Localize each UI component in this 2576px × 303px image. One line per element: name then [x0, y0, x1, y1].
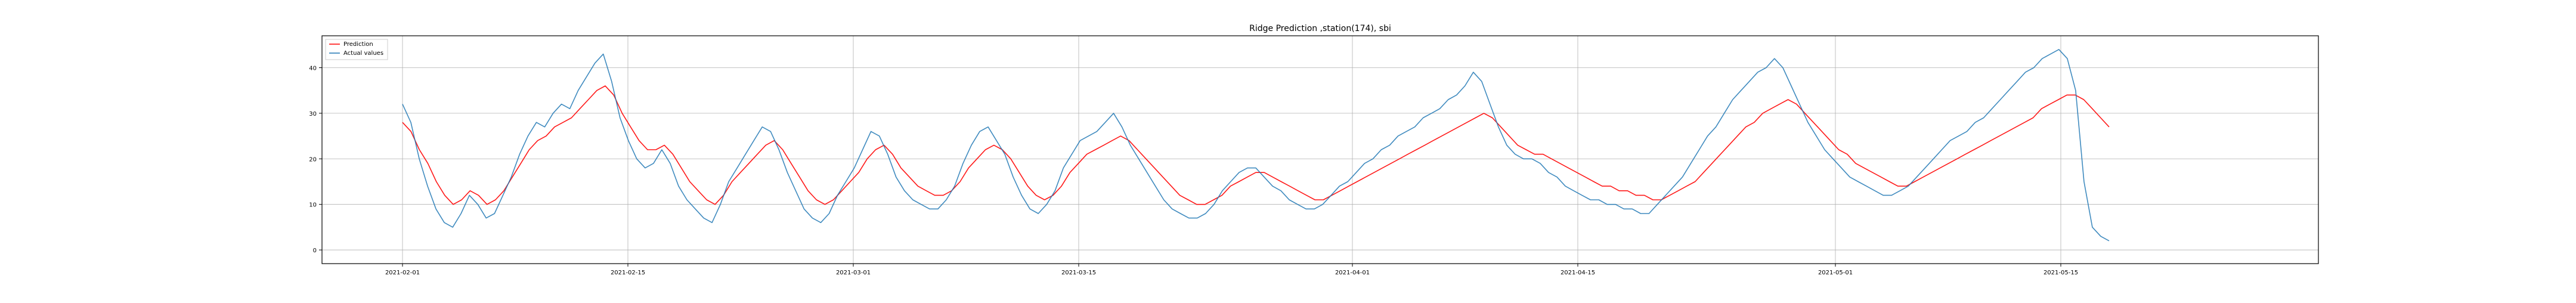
x-tick-label: 2021-04-15 — [1561, 270, 1595, 276]
series-line-actual — [402, 49, 2110, 242]
legend-label-prediction: Prediction — [343, 41, 373, 48]
grid — [322, 36, 2318, 264]
chart-title: Ridge Prediction ,station(174), sbi — [1249, 24, 1391, 33]
legend-box — [325, 39, 388, 60]
x-tick-label: 2021-04-01 — [1335, 270, 1370, 276]
y-tick-label: 0 — [313, 248, 317, 254]
x-tick-label: 2021-02-15 — [611, 270, 645, 276]
x-tick-label: 2021-05-01 — [1818, 270, 1853, 276]
plot-frame — [321, 35, 2319, 264]
x-tick-label: 2021-02-01 — [385, 270, 420, 276]
x-tick-label: 2021-05-15 — [2044, 270, 2078, 276]
x-axis-ticks: 2021-02-01 2021-02-15 2021-03-01 2021-03-15… — [385, 264, 2078, 276]
x-tick-label: 2021-03-01 — [836, 270, 871, 276]
x-tick-label: 2021-03-15 — [1061, 270, 1096, 276]
legend: Prediction Actual values — [325, 39, 388, 60]
y-tick-label: 30 — [309, 111, 317, 118]
series-lines — [402, 49, 2110, 242]
y-tick-label: 10 — [309, 202, 317, 209]
y-axis-ticks: 0 10 20 30 40 — [309, 65, 322, 254]
legend-label-actual: Actual values — [343, 50, 383, 57]
y-tick-label: 20 — [309, 156, 317, 163]
series-line-prediction — [402, 85, 2110, 205]
y-tick-label: 40 — [309, 65, 317, 72]
